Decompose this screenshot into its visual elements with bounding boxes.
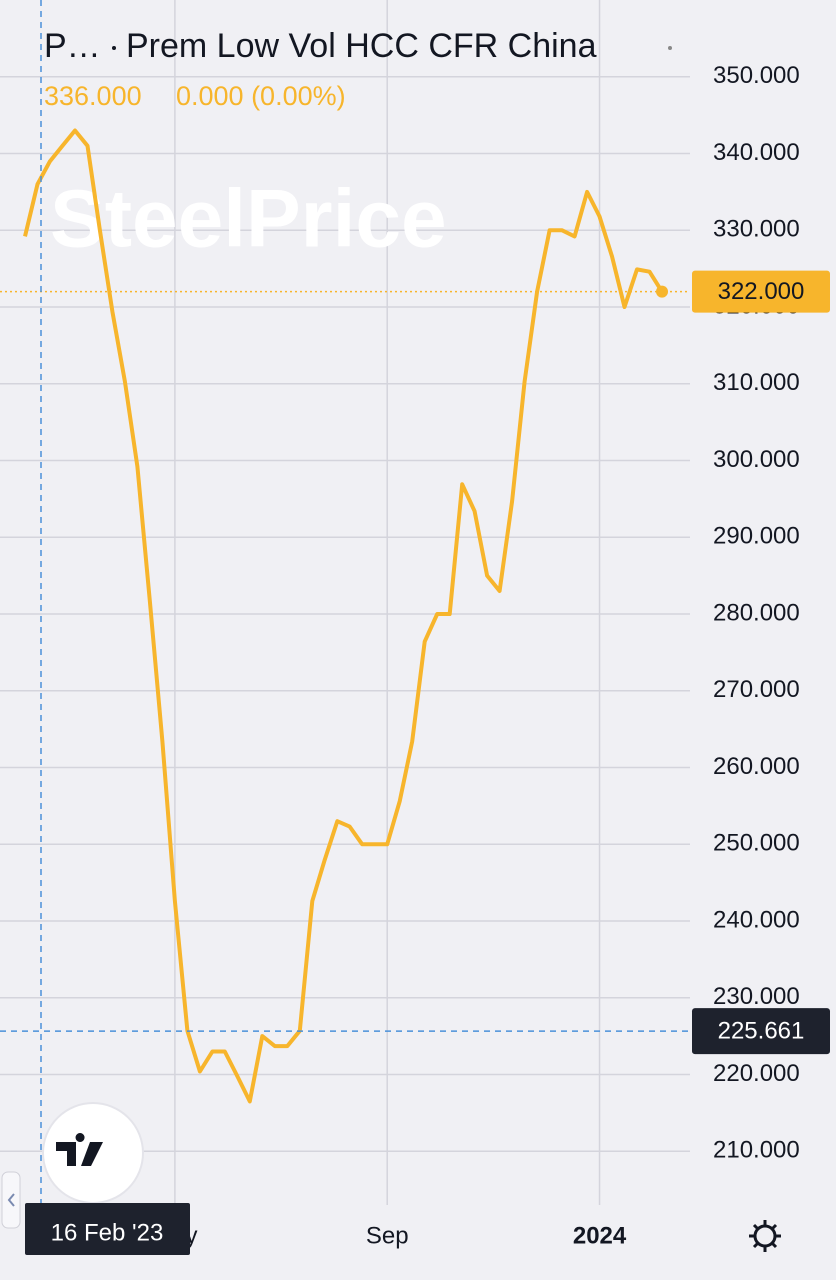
crosshair-y-label: 225.661 [718, 1017, 805, 1044]
watermark: SteelPrice [50, 174, 447, 265]
separator-dot [112, 46, 116, 50]
y-tick-label: 350.000 [713, 62, 800, 89]
y-tick-label: 300.000 [713, 446, 800, 473]
plot [0, 128, 690, 1104]
y-tick-label: 330.000 [713, 216, 800, 243]
y-tick-label: 220.000 [713, 1060, 800, 1087]
separator-dot [668, 46, 672, 50]
symbol: P… [44, 27, 101, 65]
x-tick-label: 2024 [573, 1222, 627, 1249]
last-price-box [692, 270, 830, 313]
crosshair-x-box [25, 1203, 190, 1255]
y-tick-label: 250.000 [713, 830, 800, 857]
y-tick-label: 270.000 [713, 676, 800, 703]
last-point [656, 285, 668, 298]
logo-mark [56, 1133, 103, 1166]
y-tick-label: 230.000 [713, 983, 800, 1010]
crosshair-y-box [692, 1008, 830, 1055]
header-change: 0.000 (0.00%) [176, 81, 346, 111]
y-tick-label: 240.000 [713, 906, 800, 933]
gear-teeth [749, 1220, 781, 1252]
logo[interactable] [42, 1102, 144, 1204]
crosshair-x-label: 16 Feb '23 [51, 1219, 164, 1246]
price-line [23, 128, 664, 1104]
gear[interactable] [753, 1224, 777, 1248]
grid: 210.000 220.000 230.000 240.000 250.000 260.0… [0, 0, 800, 1249]
chart-title: Prem Low Vol HCC CFR China [126, 27, 597, 65]
y-tick-label: 290.000 [713, 523, 800, 550]
last-price-label: 322.000 [718, 278, 805, 305]
overlay: 322.000 225.661 16 Feb '23 [0, 0, 830, 1255]
side-tab[interactable] [1, 1171, 21, 1229]
y-tick-label: 310.000 [713, 369, 800, 396]
y-tick-label: 280.000 [713, 599, 800, 626]
settings-icon[interactable] [749, 1220, 781, 1252]
header-value: 336.000 [44, 81, 142, 111]
side-tab-arrow [7, 1193, 15, 1207]
x-tick-label: Sep [366, 1222, 409, 1249]
y-tick-label: 210.000 [713, 1137, 800, 1164]
y-tick-label: 340.000 [713, 139, 800, 166]
y-tick-label: 260.000 [713, 753, 800, 780]
